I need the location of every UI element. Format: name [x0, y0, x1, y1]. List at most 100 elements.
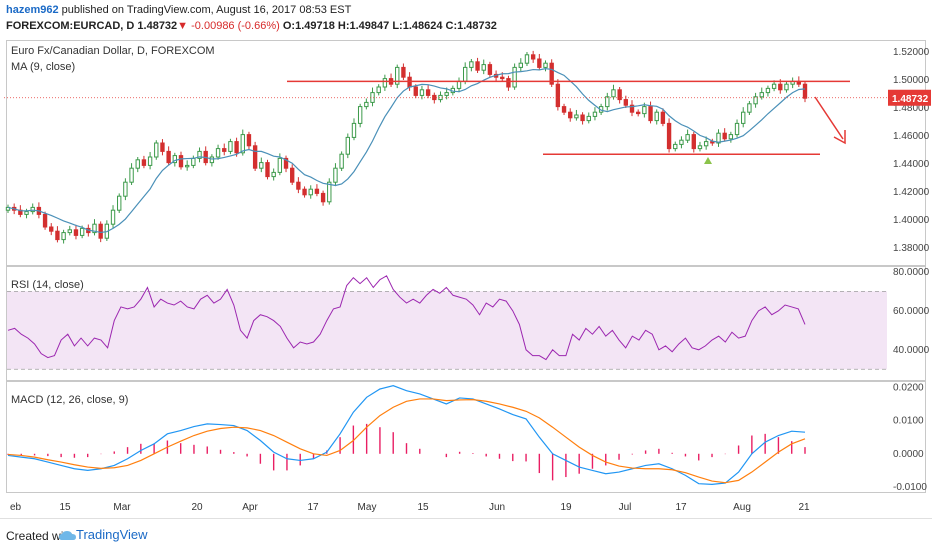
- price-change: -0.00986 (-0.66%): [191, 20, 280, 32]
- candle-body: [123, 181, 128, 197]
- footer: Created with TradingView: [0, 518, 932, 551]
- candle-body: [178, 155, 184, 168]
- candle-body: [191, 157, 196, 166]
- author-name[interactable]: hazem962: [6, 4, 59, 16]
- macd-axis-tick: -0.0100: [893, 482, 927, 493]
- candle-body: [679, 139, 684, 145]
- rsi-line: [7, 275, 806, 361]
- candle-body: [345, 136, 350, 155]
- x-axis-tick: May: [358, 502, 377, 513]
- candle-body: [592, 111, 598, 117]
- candle-body: [784, 83, 789, 91]
- ma-label: MA (9, close): [11, 61, 76, 73]
- x-axis-tick: 19: [560, 502, 572, 513]
- candle-body: [283, 157, 289, 169]
- price-axis-tick: 1.52000: [893, 47, 930, 58]
- symbol-label: FOREXCOM:EURCAD, D: [6, 20, 135, 32]
- candle-body: [419, 89, 425, 96]
- candle-body: [277, 157, 283, 173]
- candle-body: [500, 76, 505, 80]
- macd-axis-tick: 0.0000: [893, 449, 924, 460]
- price-axis-tick: 1.48000: [893, 103, 930, 114]
- candle-body: [296, 181, 301, 190]
- candle-body: [154, 142, 159, 158]
- candle-body: [129, 167, 134, 183]
- tradingview-cloud-icon: [59, 531, 76, 540]
- x-axis-tick: eb: [10, 502, 22, 513]
- candle-body: [234, 141, 239, 154]
- rsi-label: RSI (14, close): [11, 279, 84, 291]
- x-axis-tick: 20: [191, 502, 203, 513]
- candle-body: [327, 181, 332, 203]
- candle-body: [49, 226, 54, 232]
- candle-body: [716, 132, 721, 144]
- candle-body: [197, 150, 202, 159]
- candle-body: [636, 111, 641, 115]
- candle-body: [802, 83, 808, 99]
- price-axis-tick: 1.42000: [893, 187, 930, 198]
- candle-body: [222, 148, 227, 152]
- signal-marker-icon: [704, 157, 712, 164]
- candle-body: [611, 89, 616, 98]
- candle-body: [703, 141, 709, 147]
- created-with-label: Created with: [6, 529, 74, 543]
- candle-body: [166, 150, 171, 164]
- forecast-arrow-head: [833, 130, 846, 145]
- candle-body: [741, 111, 746, 124]
- candle-body: [753, 96, 758, 105]
- price-axis-tick: 1.44000: [893, 159, 930, 170]
- candle-body: [518, 62, 523, 68]
- candle-body: [240, 134, 245, 154]
- candle-body: [24, 211, 29, 215]
- price-pane-title: Euro Fx/Canadian Dollar, D, FOREXCOM: [11, 45, 215, 57]
- candle-body: [73, 229, 79, 236]
- candle-body: [549, 62, 554, 85]
- candle-body: [172, 155, 177, 164]
- candle-body: [463, 66, 468, 82]
- x-axis-tick: 21: [798, 502, 810, 513]
- candle-body: [642, 106, 647, 115]
- candle-body: [555, 83, 561, 108]
- candle-body: [506, 78, 511, 88]
- x-axis-tick: 17: [675, 502, 687, 513]
- candle-body: [320, 192, 326, 203]
- candle-body: [98, 223, 103, 239]
- candle-body: [425, 89, 431, 96]
- candle-body: [512, 66, 517, 88]
- candle-body: [691, 134, 696, 150]
- candle-body: [543, 62, 548, 68]
- candle-body: [67, 229, 72, 234]
- candle-body: [432, 94, 437, 101]
- candle-body: [92, 223, 97, 234]
- candle-body: [524, 54, 530, 64]
- candle-body: [246, 134, 252, 147]
- candle-body: [561, 106, 567, 113]
- candle-body: [259, 162, 264, 169]
- x-axis-tick: 15: [59, 502, 71, 513]
- candle-body: [135, 159, 140, 169]
- candle-body: [530, 54, 536, 60]
- candle-body: [30, 206, 35, 213]
- price-axis-tick: 1.40000: [893, 215, 930, 226]
- candle-body: [666, 122, 672, 150]
- candle-body: [648, 106, 653, 122]
- rsi-axis-tick: 80.0000: [893, 267, 930, 278]
- candle-body: [580, 114, 585, 122]
- candle-body: [759, 92, 764, 98]
- candle-body: [673, 143, 678, 150]
- price-axis-tick: 1.38000: [893, 243, 930, 254]
- tradingview-brand[interactable]: TradingView: [76, 527, 148, 542]
- candle-body: [382, 78, 388, 88]
- rsi-axis-tick: 60.0000: [893, 306, 930, 317]
- candle-body: [395, 66, 400, 85]
- candle-body: [209, 156, 215, 164]
- forecast-arrow-shaft: [814, 96, 844, 140]
- candle-body: [586, 115, 591, 122]
- price-axis-tick: 1.46000: [893, 131, 930, 142]
- candle-body: [42, 213, 48, 228]
- candle-body: [271, 171, 276, 178]
- ohlc-values: O:1.49718 H:1.49847 L:1.48624 C:1.48732: [282, 20, 497, 32]
- candle-body: [160, 142, 165, 152]
- candle-body: [444, 92, 449, 96]
